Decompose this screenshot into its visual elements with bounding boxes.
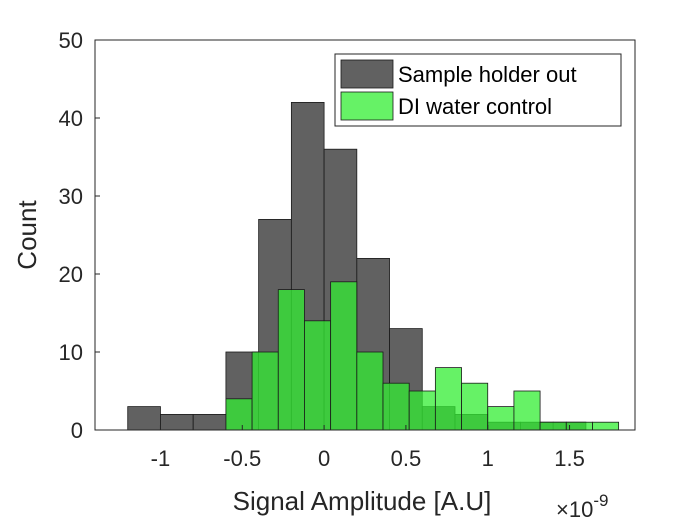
y-tick-label: 30: [59, 184, 83, 209]
series-2-bar: [461, 382, 489, 431]
x-tick-label: 1.5: [554, 446, 585, 471]
series-2-bar: [304, 320, 332, 431]
series-2-bar: [565, 421, 593, 431]
series-2-bars: [225, 281, 620, 431]
x-exponent-base: ×10: [556, 497, 593, 522]
bars-layer: [127, 102, 620, 431]
series-2-bar: [513, 390, 541, 431]
series-2-bar: [487, 406, 515, 431]
x-exponent-power: -9: [593, 491, 608, 510]
series-2-bar: [434, 367, 462, 431]
y-tick-label: 10: [59, 340, 83, 365]
legend-items: Sample holder out DI water control: [340, 59, 577, 121]
legend: Sample holder out DI water control: [334, 53, 622, 127]
x-tick-label: 0.5: [391, 446, 422, 471]
x-tick-label: -0.5: [223, 446, 261, 471]
series-2-bar: [356, 351, 384, 431]
series-2-bar: [330, 281, 358, 431]
legend-swatch-2: [340, 91, 394, 121]
legend-label-1: Sample holder out: [398, 62, 577, 87]
ticks-layer: -1 -0.5 0 0.5 1 1.5 0 10 20 30 40 50: [59, 28, 585, 471]
y-tick-label: 20: [59, 262, 83, 287]
series-2-bar: [408, 390, 436, 431]
series-2-bar: [539, 421, 567, 431]
series-1-bar: [127, 406, 161, 431]
series-2-bar: [251, 351, 279, 431]
series-2-bar: [277, 289, 305, 431]
series-2-bar: [592, 421, 620, 431]
series-1-bar: [160, 413, 194, 431]
series-1-bar: [192, 413, 227, 431]
y-tick-label: 0: [71, 418, 83, 443]
y-tick-label: 50: [59, 28, 83, 53]
series-2-bar: [225, 398, 253, 431]
y-tick-label: 40: [59, 106, 83, 131]
y-axis-title: Count: [12, 200, 42, 270]
legend-swatch-1: [340, 59, 394, 89]
x-tick-label: 0: [318, 446, 330, 471]
x-tick-label: 1: [482, 446, 494, 471]
x-axis-title: Signal Amplitude [A.U]: [233, 486, 492, 516]
legend-label-2: DI water control: [398, 94, 552, 119]
series-2-bar: [382, 382, 410, 431]
x-tick-label: -1: [151, 446, 171, 471]
x-exponent-label: ×10-9: [556, 491, 608, 522]
axes-box: [94, 39, 636, 431]
